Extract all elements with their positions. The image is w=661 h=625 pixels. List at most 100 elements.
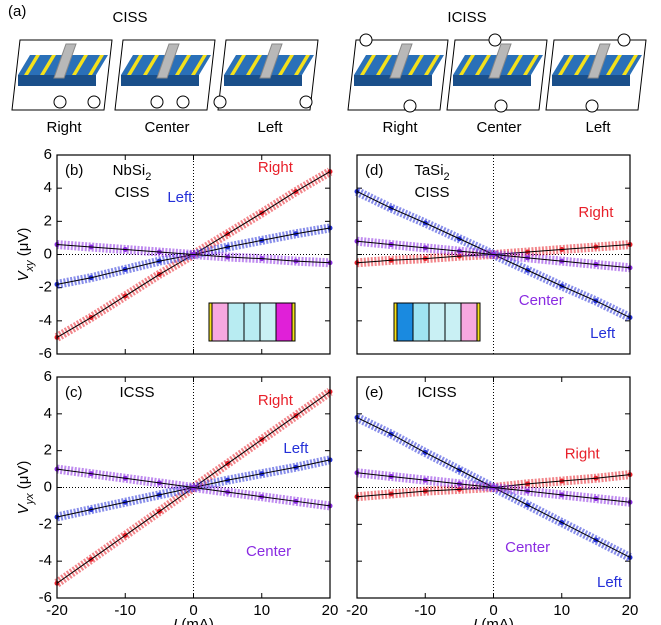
series-label: Left (597, 574, 623, 591)
stripe (40, 55, 56, 75)
x-tick-label: 20 (322, 602, 339, 619)
material-name: NbSi (113, 162, 146, 179)
x-axis-label: I (mA) (173, 616, 214, 625)
stripe (475, 55, 491, 75)
annotation: ICISS (417, 384, 456, 401)
device-label: Left (585, 119, 611, 136)
inset-edge (291, 302, 296, 342)
stripe (294, 55, 310, 75)
x-unit: (mA) (477, 616, 514, 625)
annotation: CISS (414, 184, 449, 201)
stripe (360, 55, 376, 75)
fit-line (356, 240, 631, 269)
x-tick-label: 0 (189, 602, 197, 619)
panel-label: (c) (65, 384, 83, 401)
slab-side (453, 75, 531, 86)
series-label: Center (246, 543, 291, 560)
circuit (114, 39, 216, 111)
block (488, 43, 512, 79)
y-tick-label: 0 (44, 478, 52, 495)
slab-side (224, 75, 302, 86)
meter (150, 95, 164, 109)
block (259, 43, 283, 79)
y-tick-label: 0 (44, 245, 52, 262)
stripe (88, 55, 104, 75)
meter (176, 95, 190, 109)
plot-frame (356, 154, 631, 355)
series-label: Right (258, 392, 294, 409)
x-tick-label: 10 (553, 602, 570, 619)
block (389, 43, 413, 79)
fit-line (56, 244, 331, 264)
plot-frame (56, 154, 331, 355)
circuit (446, 39, 548, 111)
fit-line (56, 468, 331, 507)
material-name: TaSi (414, 162, 443, 179)
y-tick-label: -4 (39, 552, 52, 569)
device-label: Center (144, 119, 189, 136)
y-unit: (μV) (15, 228, 32, 261)
x-unit: (mA) (177, 616, 214, 625)
x-tick-label: -20 (46, 602, 68, 619)
fit-line (356, 472, 631, 503)
stripe (127, 55, 143, 75)
x-symbol: I (473, 616, 477, 625)
meter (53, 95, 67, 109)
stripe (246, 55, 262, 75)
meter (585, 99, 599, 113)
y-tick-label: 4 (44, 179, 52, 196)
material: TaSi2 (414, 162, 449, 183)
block (587, 43, 611, 79)
slab-side (354, 75, 432, 86)
y-tick-label: -2 (39, 279, 52, 296)
panel-label: (d) (365, 162, 383, 179)
block (156, 43, 180, 79)
y-tick-label: -4 (39, 312, 52, 329)
device-label: Right (46, 119, 82, 136)
y-tick-label: 6 (44, 146, 52, 163)
y-unit: (μV) (15, 461, 32, 494)
material-sub: 2 (145, 171, 151, 183)
block (53, 43, 77, 79)
circuit (545, 39, 647, 111)
y-tick-label: 2 (44, 212, 52, 229)
meter (87, 95, 101, 109)
slab-side (121, 75, 199, 86)
stripe (558, 55, 574, 75)
x-tick-label: -20 (346, 602, 368, 619)
inset-cell (243, 302, 261, 342)
y-subscript: xy (24, 259, 36, 273)
inset-cell (460, 302, 478, 342)
device-label: Left (257, 119, 283, 136)
y-tick-label: -2 (39, 515, 52, 532)
series-label: Left (590, 325, 616, 342)
y-tick-label: -6 (39, 345, 52, 362)
plot-frame (56, 376, 331, 599)
stripe (376, 55, 392, 75)
x-tick-label: 0 (489, 602, 497, 619)
panel-label: (b) (65, 162, 83, 179)
material-sub: 2 (444, 171, 450, 183)
series-label: Center (505, 539, 550, 556)
meter (494, 99, 508, 113)
x-tick-label: -10 (114, 602, 136, 619)
inset-cell (428, 302, 446, 342)
y-symbol: V (15, 502, 32, 514)
y-axis-label: Vxy (μV) (15, 228, 36, 282)
inset-cell (211, 302, 229, 342)
stripe (574, 55, 590, 75)
inset-cell (275, 302, 293, 342)
meter (488, 33, 502, 47)
inset-cell (396, 302, 414, 342)
series-label: Right (565, 445, 601, 462)
stripe (424, 55, 440, 75)
inset-edge (393, 302, 398, 342)
device-label: Center (476, 119, 521, 136)
circuit (217, 39, 319, 111)
stripe (191, 55, 207, 75)
x-tick-label: -10 (414, 602, 436, 619)
y-tick-label: 6 (44, 368, 52, 385)
group-title: CISS (112, 9, 147, 26)
meter (617, 33, 631, 47)
